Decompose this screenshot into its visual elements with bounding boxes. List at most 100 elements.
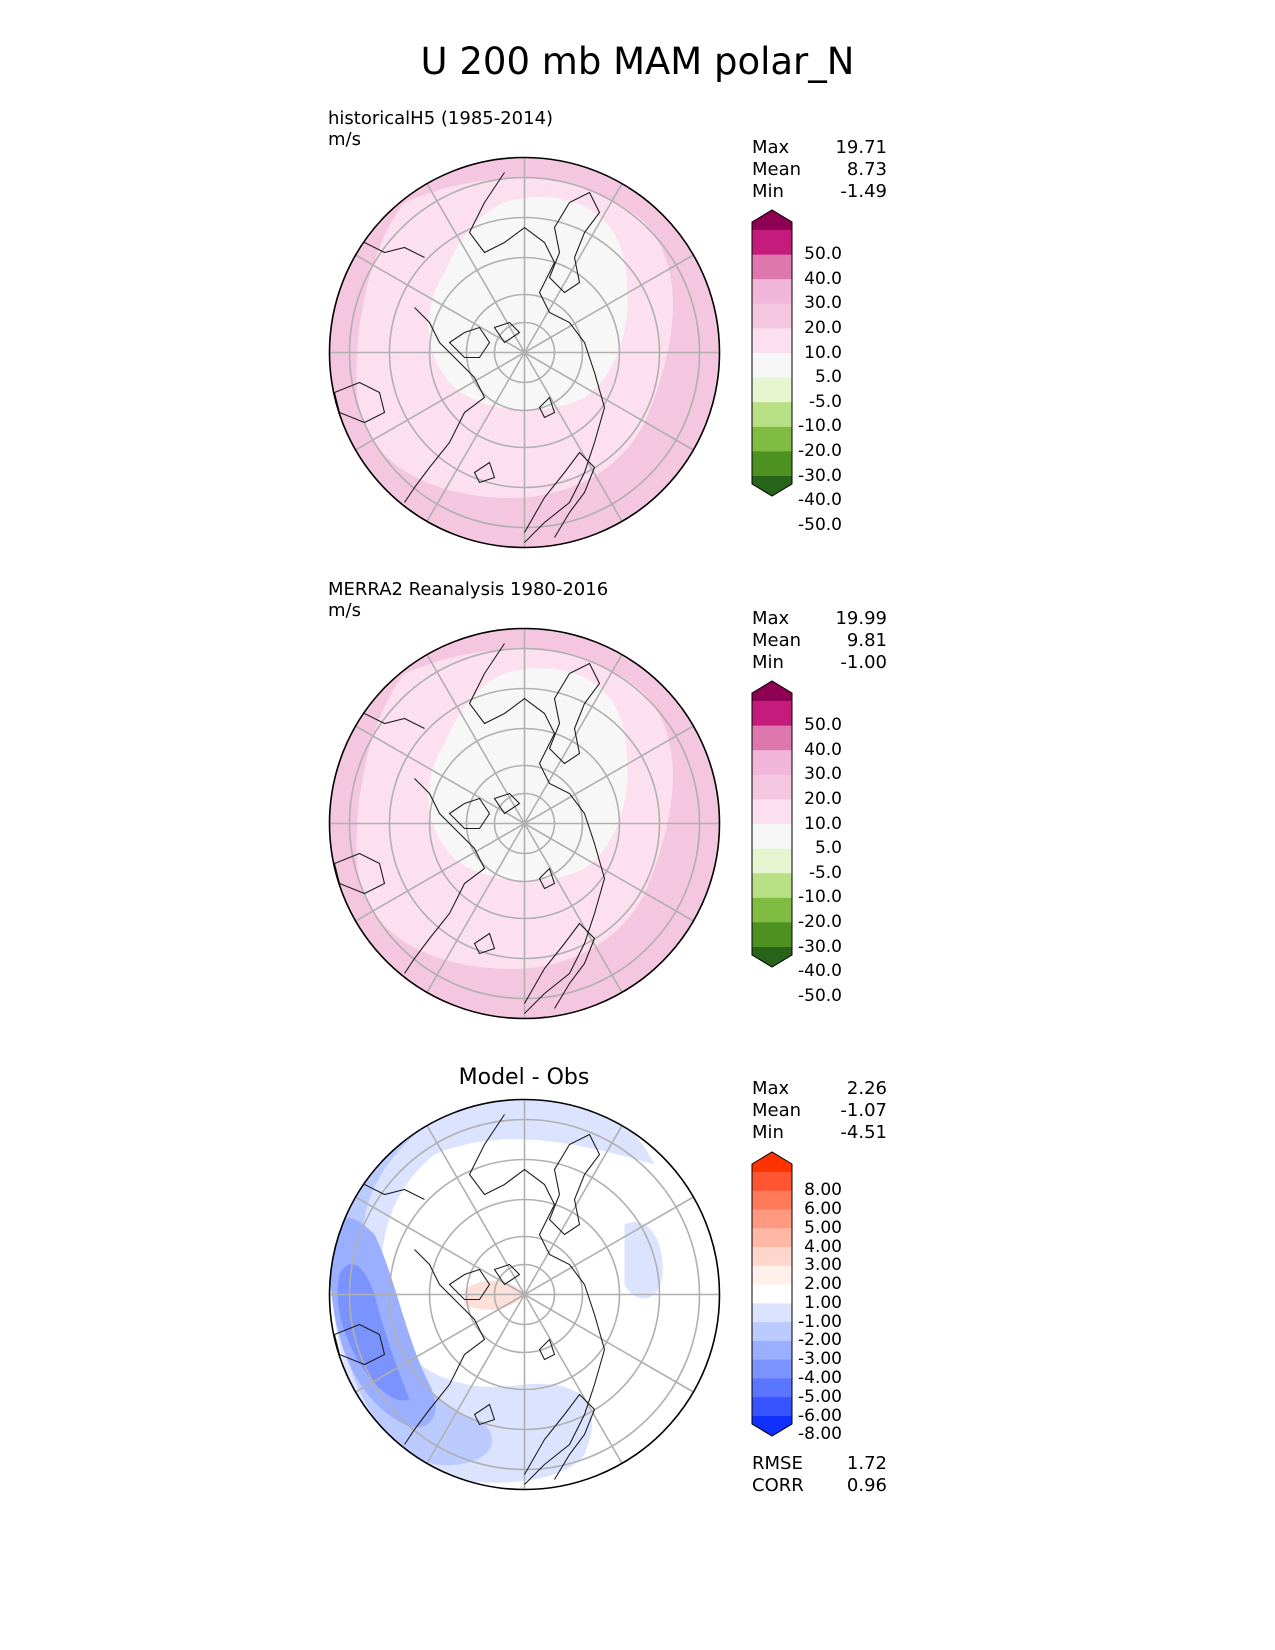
panel3-colorbar: [751, 1151, 793, 1437]
meridian-line: [524, 822, 694, 922]
coastline: [524, 1393, 596, 1480]
stat-mean-value: 8.73: [846, 159, 887, 180]
panel3-stats: Max 2.26 Mean -1.07 Min -4.51: [752, 1078, 887, 1144]
stat-max-value: 19.71: [835, 137, 887, 158]
panel1-label-line2: m/s: [328, 129, 361, 150]
coastline: [524, 922, 596, 1009]
coastline: [538, 1338, 556, 1361]
colorbar-bin: [752, 1340, 792, 1361]
coastline: [404, 307, 486, 503]
coastline: [404, 1249, 486, 1445]
colorbar-extend-bottom: [752, 476, 792, 496]
map-field: [329, 628, 720, 1019]
stat-min-value: -4.51: [840, 1122, 887, 1143]
colorbar-tick-label: 2.00: [804, 1274, 842, 1295]
panel1-colorbar: [751, 209, 793, 497]
stat-mean-value: -1.07: [840, 1100, 887, 1121]
colorbar-bin: [752, 1265, 792, 1286]
colorbar-bin: [752, 1228, 792, 1248]
field-band-minus4: [337, 1264, 410, 1401]
meridian-line: [426, 823, 526, 993]
panel3-error-stats: RMSE 1.72 CORR 0.96: [752, 1453, 887, 1497]
stat-mean-label: Mean: [752, 1100, 802, 1121]
coastline: [473, 1403, 496, 1426]
meridian-line: [426, 352, 526, 522]
colorbar-tick-label: -50.0: [798, 514, 842, 535]
meridian-line: [523, 1294, 623, 1464]
map-boundary: [328, 627, 721, 1020]
colorbar-tick-label: -2.00: [798, 1330, 842, 1351]
colorbar-tick-label: -30.0: [798, 465, 842, 486]
stat-min-label: Min: [752, 652, 784, 673]
colorbar-bin: [752, 725, 792, 751]
stat-max-label: Max: [752, 137, 790, 158]
colorbar-bin: [752, 750, 792, 776]
colorbar-bin: [752, 873, 792, 899]
meridian-line: [355, 1196, 525, 1296]
colorbar-bin: [752, 922, 792, 948]
colorbar-tick-label: -30.0: [798, 936, 842, 957]
coastline: [468, 643, 606, 1014]
colorbar-bin: [752, 1303, 792, 1323]
panel2-label-line1: MERRA2 Reanalysis 1980-2016: [328, 579, 609, 600]
colorbar-bin: [752, 1359, 792, 1379]
meridian-line: [426, 1294, 526, 1464]
colorbar-tick-label: 30.0: [804, 293, 842, 314]
meridian-line: [523, 183, 623, 353]
colorbar-tick-label: 20.0: [804, 317, 842, 338]
meridian-line: [524, 254, 694, 354]
panel3-colorbar-ticks: 8.00 6.00 5.00 4.00 3.00 2.00 1.00 -1.00 -2.00 -3…: [782, 1152, 842, 1443]
colorbar-extend-top: [752, 210, 792, 230]
colorbar-bin: [752, 1247, 792, 1267]
colorbar-bin: [752, 402, 792, 428]
colorbar-tick-label: -5.0: [808, 862, 842, 883]
meridian-line: [355, 351, 525, 451]
coastline: [448, 326, 491, 359]
stat-min-label: Min: [752, 181, 784, 202]
colorbar-bin: [752, 230, 792, 256]
meridian-line: [426, 654, 526, 824]
colorbar-tick-label: 4.00: [804, 1236, 842, 1257]
stat-mean-value: 9.81: [846, 630, 887, 651]
colorbar-outline: [751, 680, 793, 968]
colorbar-bin: [752, 1378, 792, 1398]
meridian-line: [355, 1293, 525, 1393]
colorbar-tick-label: -4.00: [798, 1368, 842, 1388]
panel2-label-line2: m/s: [328, 600, 361, 621]
colorbar-bin: [752, 328, 792, 354]
colorbar-outline: [751, 1151, 793, 1437]
colorbar-bin: [752, 451, 792, 477]
colorbar-bin: [752, 303, 792, 329]
colorbar-tick-label: 5.00: [804, 1217, 842, 1238]
colorbar-tick-label: 10.0: [804, 813, 842, 834]
map-field: [329, 1099, 720, 1490]
colorbar-bin: [752, 799, 792, 825]
colorbar-tick-label: -8.00: [798, 1424, 842, 1445]
colorbar-bin: [752, 848, 792, 874]
colorbar-tick-label: -6.00: [798, 1405, 842, 1426]
panel2-stats: Max 19.99 Mean 9.81 Min -1.00: [752, 608, 887, 674]
meridian-line: [524, 1293, 694, 1393]
meridian-line: [524, 351, 694, 451]
colorbar-tick-label: -1.00: [798, 1311, 842, 1332]
colorbar-tick-label: 50.0: [804, 715, 842, 736]
colorbar-bin: [752, 897, 792, 923]
coastline: [493, 321, 521, 344]
coastline: [493, 792, 521, 815]
colorbar-bin: [752, 1190, 792, 1211]
colorbar-bin: [752, 1209, 792, 1229]
coastline: [448, 797, 491, 830]
meridian-line: [524, 725, 694, 825]
coastline: [364, 242, 425, 258]
stat-max-value: 2.26: [846, 1078, 887, 1099]
map-boundary: [328, 1098, 721, 1491]
stat-corr-value: 0.96: [846, 1475, 887, 1496]
colorbar-outline: [751, 209, 793, 497]
colorbar-tick-label: 5.0: [814, 367, 842, 388]
meridian-line: [426, 1125, 526, 1295]
colorbar-bin: [752, 353, 792, 379]
coastline: [548, 662, 601, 765]
stat-min-value: -1.00: [840, 652, 887, 673]
meridian-line: [523, 654, 623, 824]
stat-mean-label: Mean: [752, 159, 802, 180]
